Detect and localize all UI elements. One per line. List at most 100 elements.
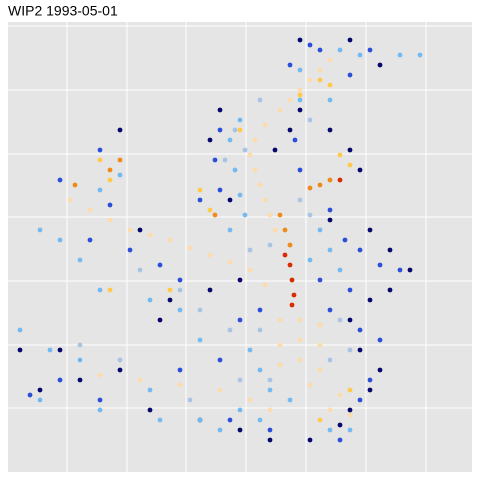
point [267, 212, 273, 218]
point [157, 317, 163, 323]
point [97, 397, 103, 403]
point [387, 247, 393, 253]
point [267, 427, 273, 433]
point [307, 117, 313, 123]
point [277, 362, 283, 368]
point [187, 397, 193, 403]
point [207, 287, 213, 293]
point [297, 67, 303, 73]
point [177, 277, 183, 283]
point [257, 327, 263, 333]
point [327, 307, 333, 313]
point [307, 185, 313, 191]
point [117, 357, 123, 363]
point [297, 87, 303, 93]
point [267, 437, 273, 443]
point [407, 267, 413, 273]
point [327, 407, 333, 413]
point [377, 62, 383, 68]
point [237, 377, 243, 383]
point [317, 77, 323, 83]
point [77, 257, 83, 263]
point [157, 417, 163, 423]
point [357, 397, 363, 403]
point [297, 92, 303, 98]
point [297, 107, 303, 113]
point [297, 97, 303, 103]
point [117, 127, 123, 133]
point [107, 287, 113, 293]
point [347, 407, 353, 413]
point [317, 67, 323, 73]
point [307, 77, 313, 83]
point [272, 147, 278, 153]
point [47, 347, 53, 353]
point [337, 317, 343, 323]
point [97, 157, 103, 163]
point [217, 387, 223, 393]
point [67, 197, 73, 203]
point [347, 347, 353, 353]
point [37, 397, 43, 403]
point [57, 237, 63, 243]
point [357, 247, 363, 253]
point [297, 337, 303, 343]
point [37, 387, 43, 393]
point [242, 212, 248, 218]
point [257, 182, 263, 188]
point [377, 262, 383, 268]
point [317, 417, 323, 423]
point [317, 47, 323, 53]
point [347, 387, 353, 393]
point [297, 357, 303, 363]
point [147, 297, 153, 303]
point [207, 252, 213, 258]
point [97, 287, 103, 293]
point [97, 147, 103, 153]
point [282, 252, 288, 258]
point [117, 367, 123, 373]
point [237, 192, 243, 198]
point [277, 107, 283, 113]
point [417, 52, 423, 58]
point [337, 177, 343, 183]
point [307, 42, 313, 48]
plot-background [8, 22, 472, 472]
point [397, 267, 403, 273]
point [207, 207, 213, 213]
point [217, 127, 223, 133]
point [317, 322, 323, 328]
point [377, 337, 383, 343]
point [247, 397, 253, 403]
point [227, 227, 233, 233]
point [297, 197, 303, 203]
point [227, 197, 233, 203]
point [167, 297, 173, 303]
point [212, 157, 218, 163]
point [57, 347, 63, 353]
point [342, 237, 348, 243]
point [177, 287, 183, 293]
point [347, 72, 353, 78]
point [217, 187, 223, 193]
point [267, 407, 273, 413]
point [367, 387, 373, 393]
point [227, 327, 233, 333]
point [237, 407, 243, 413]
point [267, 387, 273, 393]
point [252, 167, 258, 173]
point [367, 297, 373, 303]
point [277, 212, 283, 218]
point [127, 227, 133, 233]
point [317, 182, 323, 188]
point [287, 262, 293, 268]
point [347, 427, 353, 433]
point [257, 367, 263, 373]
point [387, 287, 393, 293]
point [262, 122, 268, 128]
point [277, 317, 283, 323]
point [257, 417, 263, 423]
point [287, 127, 293, 133]
point [291, 292, 297, 298]
